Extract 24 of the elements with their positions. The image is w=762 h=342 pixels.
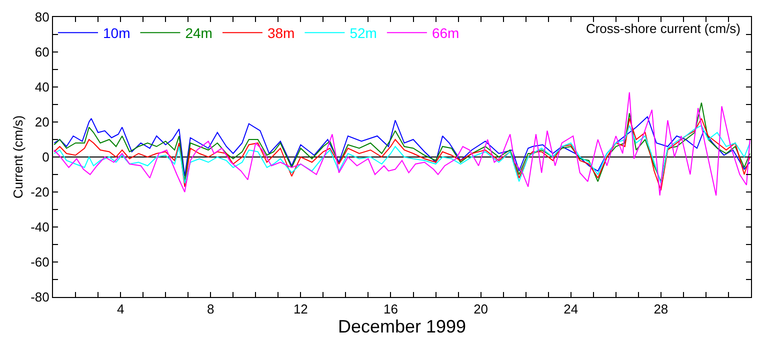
- legend-label: 52m: [350, 25, 377, 42]
- y-tick-label: -80: [30, 290, 50, 305]
- y-tick-label: -20: [30, 184, 50, 200]
- legend-label: 38m: [267, 25, 295, 42]
- x-tick-label: 8: [206, 302, 214, 317]
- y-tick-label: 80: [34, 10, 50, 25]
- x-tick-label: 16: [384, 302, 398, 317]
- y-tick-label: -60: [30, 254, 50, 270]
- y-tick-label: 20: [34, 114, 50, 130]
- legend-label: 10m: [103, 25, 130, 42]
- y-tick-label: 0: [42, 150, 50, 165]
- legend-label: 66m: [432, 25, 460, 42]
- x-tick-label: 20: [474, 302, 488, 317]
- x-tick-label: 12: [293, 302, 308, 317]
- y-tick-label: -40: [30, 220, 50, 235]
- x-tick-label: 28: [654, 302, 668, 317]
- y-tick-label: 40: [34, 80, 50, 95]
- chart-title: Cross-shore current (cm/s): [586, 21, 741, 36]
- x-tick-label: 4: [116, 302, 124, 317]
- x-tick-label: 24: [564, 302, 578, 317]
- y-tick-label: 60: [34, 44, 50, 60]
- x-axis-title: December 1999: [338, 316, 466, 337]
- y-axis-title: Current (cm/s): [10, 115, 26, 199]
- legend-label: 24m: [185, 25, 212, 42]
